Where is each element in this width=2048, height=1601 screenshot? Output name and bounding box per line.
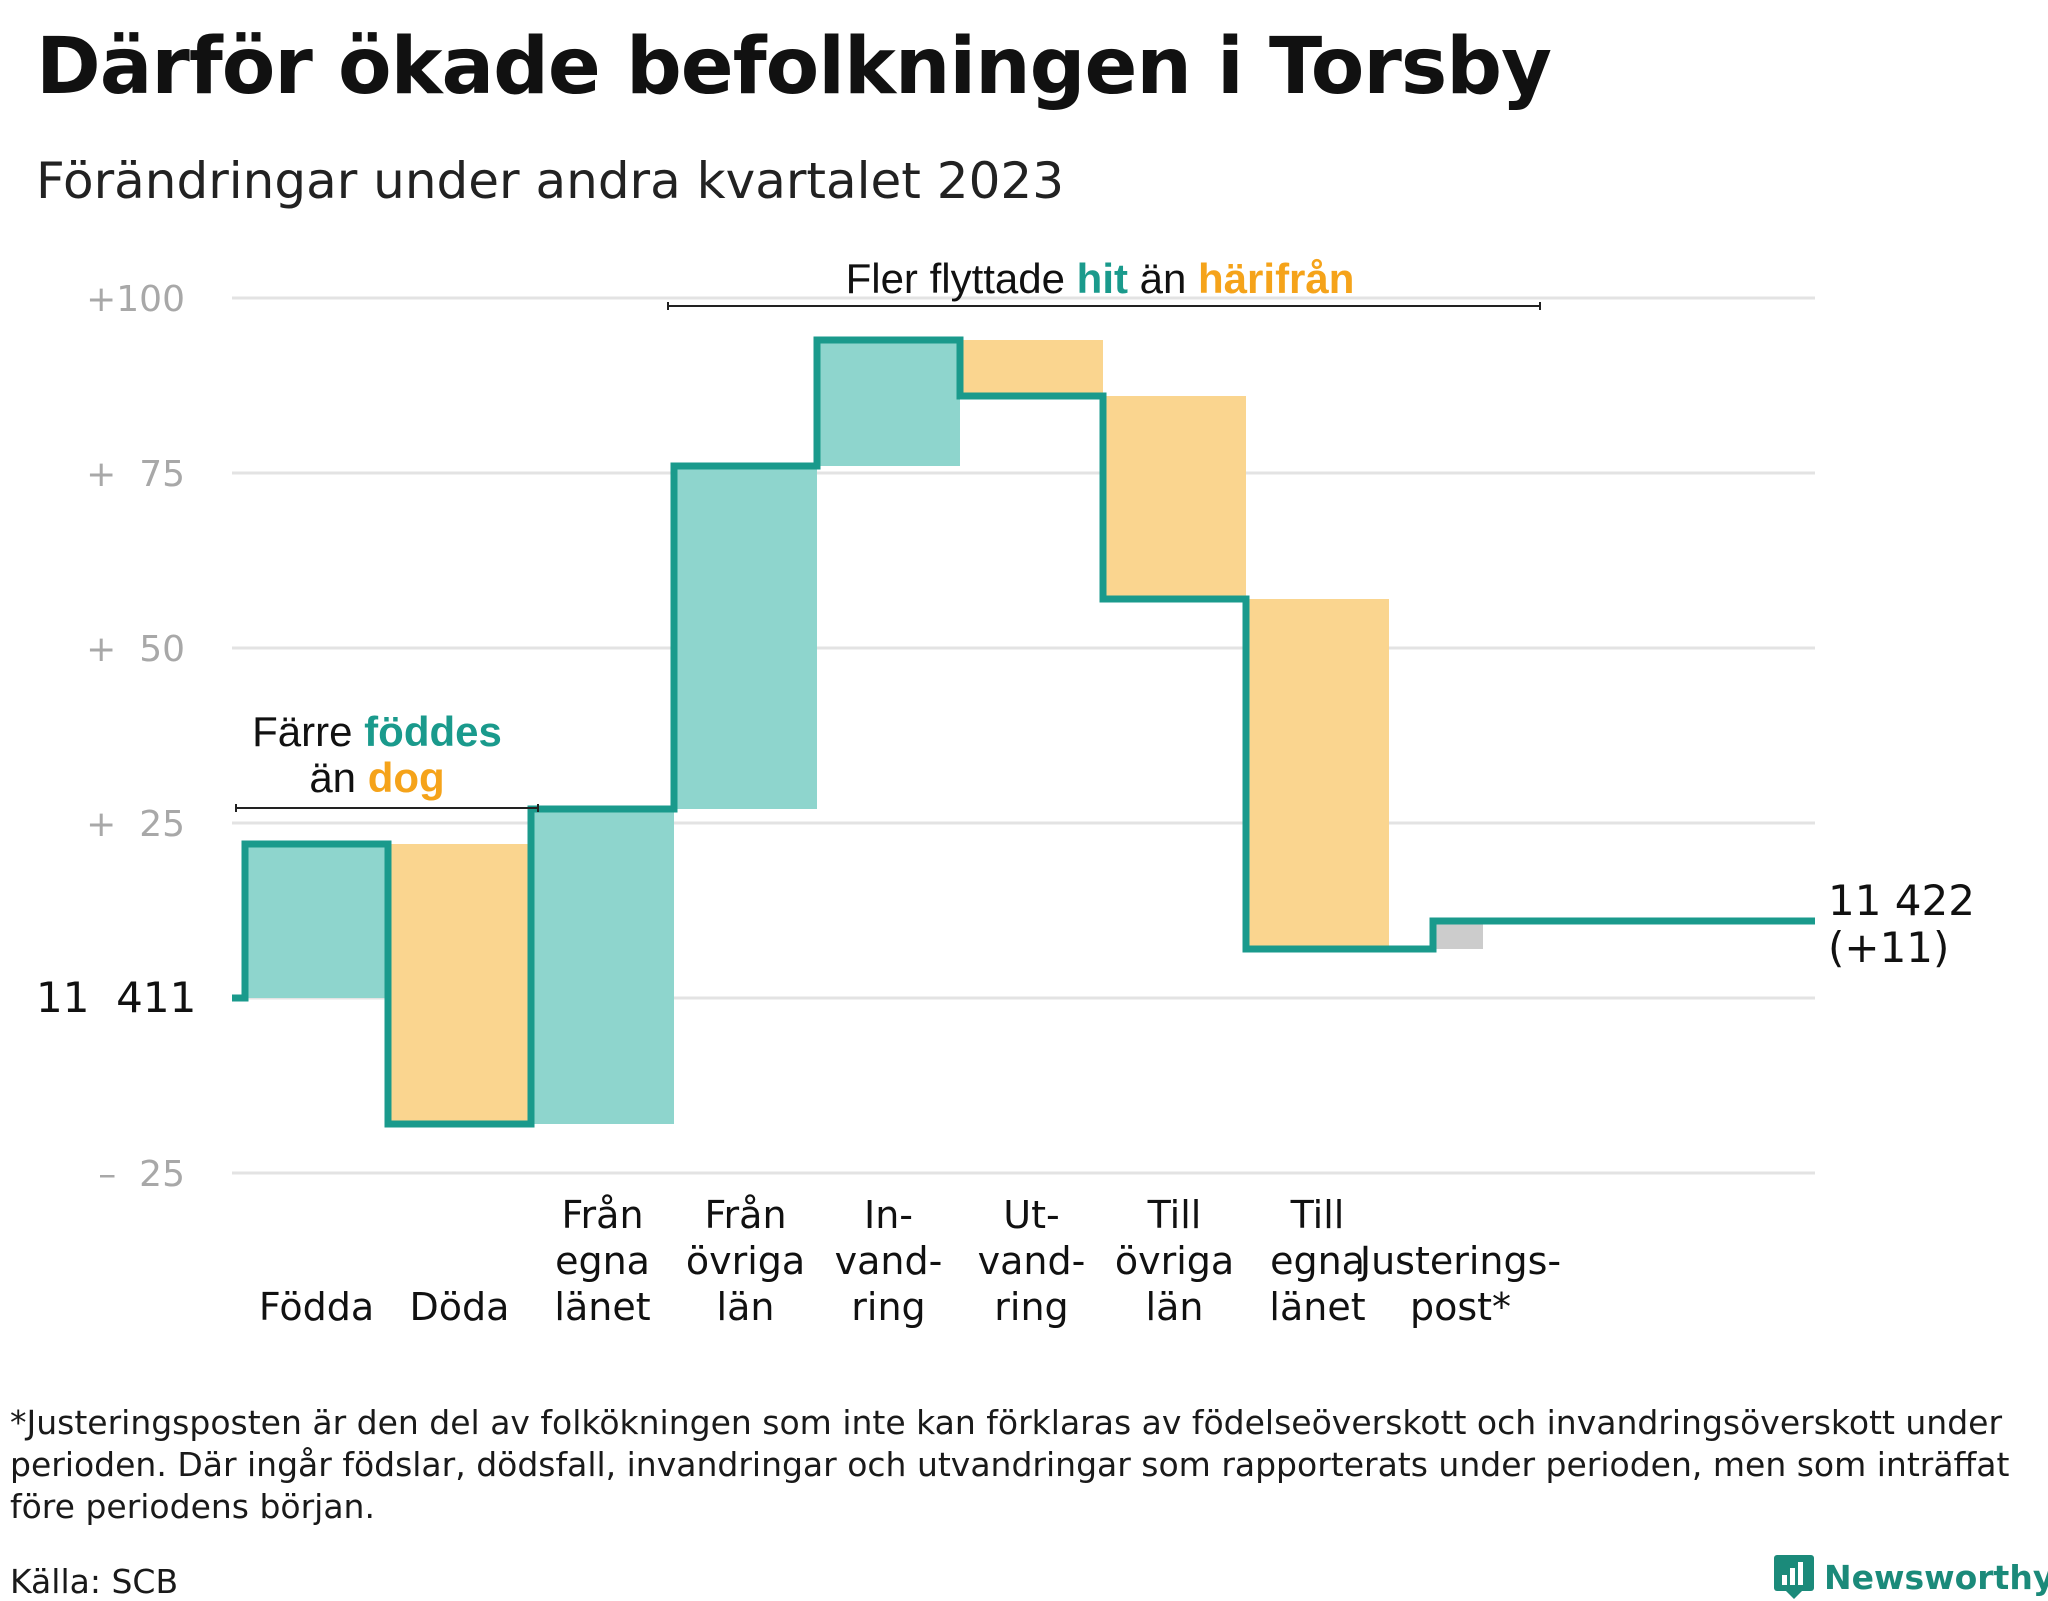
migration-annotation-than: än: [1128, 255, 1198, 302]
births-annotation-died: dog: [368, 754, 445, 801]
svg-text:än dog: än dog: [309, 754, 444, 801]
category-label-5: In-vand-ring: [835, 1193, 943, 1329]
y-tick-label: – 25: [98, 1154, 185, 1195]
source-label: Källa: SCB: [10, 1562, 179, 1601]
migration-bracket: [667, 302, 1541, 310]
newsworthy-logo-icon: [1774, 1555, 1814, 1599]
births-annotation: Färre föddes än dog: [235, 708, 539, 812]
end-change-label: (+11): [1828, 923, 1949, 972]
chart-subtitle: Förändringar under andra kvartalet 2023: [36, 152, 1065, 210]
migration-annotation-away: härifrån: [1198, 255, 1354, 302]
bar-8: [1246, 599, 1389, 949]
cumulative-step-line: [232, 336, 1815, 1128]
category-label-2: Döda: [410, 1285, 510, 1329]
waterfall-chart: +100 + 75 + 50 + 25 – 25 Födda Döda Från egna lä…: [36, 255, 1975, 1329]
y-tick-labels: +100 + 75 + 50 + 25 – 25: [86, 279, 185, 1195]
footnote: *Justeringsposten är den del av folkökni…: [10, 1403, 2010, 1526]
end-value-label: 11 422: [1828, 876, 1975, 925]
bar-9: [1433, 921, 1483, 949]
births-annotation-text: Färre: [252, 708, 364, 755]
y-tick-label: + 25: [86, 804, 185, 845]
y-tick-label: +100: [86, 279, 185, 320]
births-annotation-than: än: [309, 754, 367, 801]
brand-name: Newsworthy: [1824, 1557, 2048, 1597]
start-value-label: 11 411: [36, 973, 196, 1022]
migration-annotation-here: hit: [1077, 255, 1128, 302]
bar-5: [817, 340, 960, 466]
svg-text:Färre föddes: Färre föddes: [252, 708, 502, 755]
y-tick-label: + 75: [86, 454, 185, 495]
category-label-6: Ut-vand-ring: [978, 1193, 1086, 1329]
births-bracket: [235, 804, 539, 812]
brand-logo[interactable]: Newsworthy: [1774, 1555, 2048, 1599]
migration-annotation-text: Fler flyttade: [846, 255, 1077, 302]
bar-3: [531, 809, 674, 1124]
category-label-7: Till övriga län: [1115, 1193, 1234, 1329]
migration-annotation: Fler flyttade hit än härifrån: [667, 255, 1541, 310]
category-label-9: Justerings-post*: [1358, 1239, 1561, 1329]
bar-2: [388, 844, 531, 1124]
category-label-4: Från övriga län: [686, 1193, 805, 1329]
category-label-1: Födda: [259, 1285, 374, 1329]
bar-4: [674, 466, 817, 809]
category-labels: Födda Döda Från egna länet Från övriga län In-va…: [259, 1193, 1561, 1329]
births-annotation-born: föddes: [364, 708, 502, 755]
category-label-3: Från egna länet: [554, 1193, 650, 1329]
bar-1: [245, 844, 388, 998]
bar-6: [960, 340, 1103, 396]
category-label-8: Till egna länet: [1269, 1193, 1365, 1329]
svg-text:Fler flyttade hit än härifrån: Fler flyttade hit än härifrån: [846, 255, 1355, 302]
chart-title: Därför ökade befolkningen i Torsby: [36, 22, 1552, 112]
y-tick-label: + 50: [86, 629, 185, 670]
bar-7: [1103, 396, 1246, 599]
bars: [245, 340, 1483, 1124]
